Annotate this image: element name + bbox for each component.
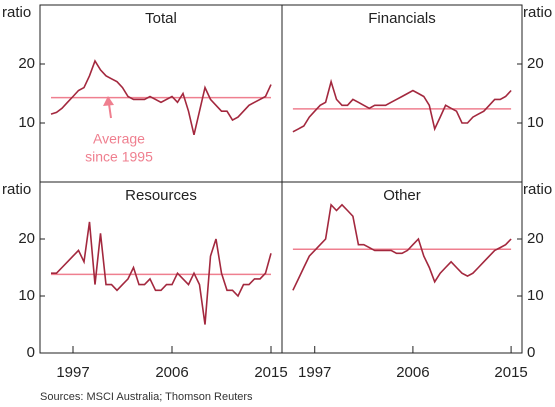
panel-title: Resources xyxy=(125,187,197,204)
sources: Sources: MSCI Australia; Thomson Reuters xyxy=(40,391,253,403)
y-tick-label: 20 xyxy=(527,55,544,72)
y-tick-label: 10 xyxy=(18,287,35,304)
panel-title: Other xyxy=(383,187,421,204)
y-axis-label: ratio xyxy=(523,4,552,21)
y-tick-label: 20 xyxy=(18,55,35,72)
series-line xyxy=(292,78,512,133)
y-tick-label: 10 xyxy=(527,114,544,131)
x-tick-label: 2006 xyxy=(155,364,188,381)
x-tick-label: 2015 xyxy=(254,364,287,381)
x-tick-label: 2006 xyxy=(396,364,429,381)
y-tick-label: 10 xyxy=(18,114,35,131)
y-tick-label: 0 xyxy=(527,344,535,361)
y-tick-label: 10 xyxy=(527,287,544,304)
annotation: Average xyxy=(93,131,145,147)
frame xyxy=(39,4,523,354)
y-tick-label: 20 xyxy=(527,230,544,247)
annotation: since 1995 xyxy=(85,149,153,165)
y-tick-label: 20 xyxy=(18,230,35,247)
x-tick-label: 1997 xyxy=(56,364,89,381)
annotation-arrow xyxy=(108,103,112,119)
y-tick-label: 0 xyxy=(27,344,35,361)
y-axis-label: ratio xyxy=(2,4,31,21)
annotation-arrowhead xyxy=(103,96,114,106)
panel-title: Total xyxy=(145,10,177,27)
x-tick-label: 2015 xyxy=(494,364,527,381)
series-line xyxy=(51,221,272,325)
series-line xyxy=(292,203,512,291)
y-axis-label: ratio xyxy=(2,181,31,198)
panel-title: Financials xyxy=(368,10,436,27)
y-axis-label: ratio xyxy=(523,181,552,198)
series-line xyxy=(50,59,272,135)
x-tick-label: 1997 xyxy=(298,364,331,381)
